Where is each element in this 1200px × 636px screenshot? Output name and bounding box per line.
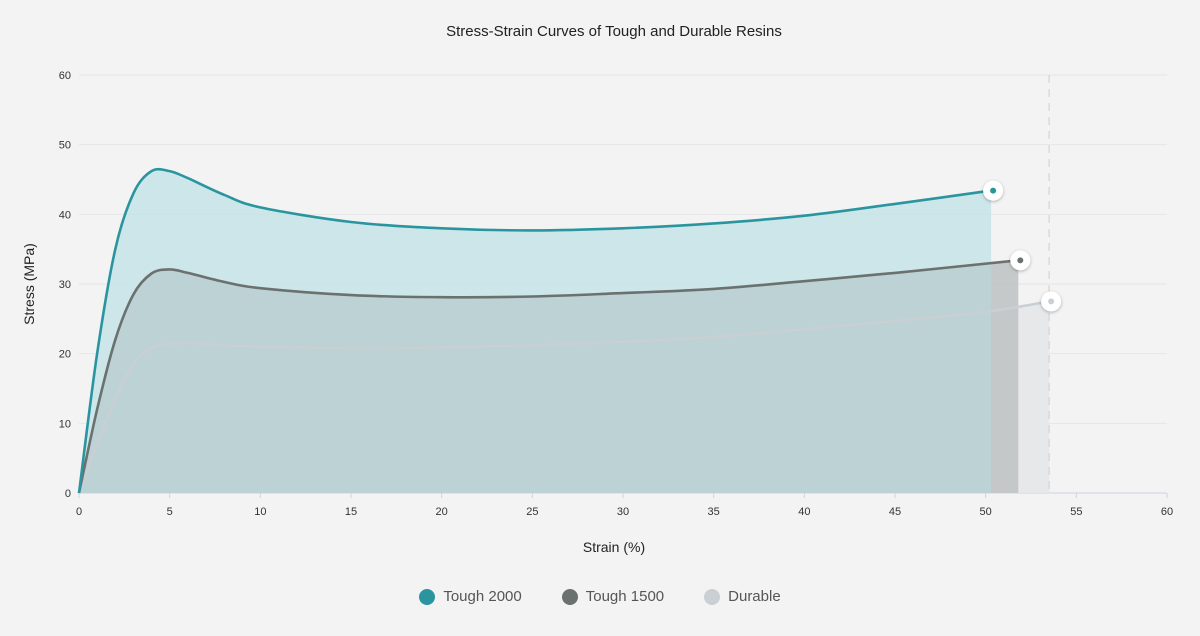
y-axis-title: Stress (MPa): [21, 243, 37, 325]
x-tick-label: 25: [526, 506, 538, 518]
x-tick-label: 10: [254, 506, 266, 518]
x-tick-label: 30: [617, 506, 629, 518]
x-tick-label: 0: [76, 506, 82, 518]
stress-strain-chart: Stress-Strain Curves of Tough and Durabl…: [21, 23, 1173, 555]
x-tick-label: 40: [798, 506, 810, 518]
x-tick-label: 20: [436, 506, 448, 518]
series-lines: [77, 167, 1050, 494]
x-tick-label: 35: [708, 506, 720, 518]
legend: Tough 2000 Tough 1500 Durable: [0, 588, 1200, 605]
x-tick-label: 15: [345, 506, 357, 518]
y-tick-label: 0: [65, 488, 71, 500]
x-tick-label: 55: [1070, 506, 1082, 518]
legend-item-tough-2000[interactable]: Tough 2000: [419, 588, 522, 605]
x-tick-label: 45: [889, 506, 901, 518]
legend-label: Durable: [728, 588, 781, 605]
y-tick-label: 50: [59, 140, 71, 152]
y-tick-label: 20: [59, 349, 71, 361]
legend-swatch-tough-2000: [419, 588, 436, 605]
endpoint-marker-durable[interactable]: [1041, 291, 1062, 312]
legend-label: Tough 1500: [585, 588, 665, 605]
y-tick-label: 10: [59, 418, 71, 430]
area-fill-tough-2000: [79, 169, 992, 493]
series-line-tough-2000: [77, 167, 992, 494]
x-tick-label: 50: [980, 506, 992, 518]
legend-item-tough-1500[interactable]: Tough 1500: [561, 588, 665, 605]
x-tick-label: 5: [167, 506, 173, 518]
endpoint-markers: [983, 180, 1062, 312]
chart-title: Stress-Strain Curves of Tough and Durabl…: [446, 23, 782, 40]
x-axis-title: Strain (%): [583, 539, 645, 555]
area-fills: [79, 169, 1050, 493]
series-line-durable: [77, 300, 1050, 494]
area-overlay-tough-1500: [79, 260, 1019, 493]
legend-swatch-durable: [704, 588, 721, 605]
series-line-tough-1500: [77, 259, 1019, 494]
legend-swatch-tough-1500: [561, 588, 578, 605]
x-tick-label: 60: [1161, 506, 1173, 518]
y-tick-label: 40: [59, 209, 71, 221]
legend-label: Tough 2000: [443, 588, 522, 605]
legend-item-durable[interactable]: Durable: [704, 588, 781, 605]
y-tick-label: 30: [59, 279, 71, 291]
y-tick-label: 60: [59, 70, 71, 82]
tick-labels: 0 10 20 30 40 50 60 0 5 10 15 20 25 30 35 40 45 50 55 60: [59, 70, 1173, 518]
endpoint-marker-tough-1500[interactable]: [1010, 250, 1031, 271]
endpoint-marker-tough-2000[interactable]: [983, 180, 1004, 201]
